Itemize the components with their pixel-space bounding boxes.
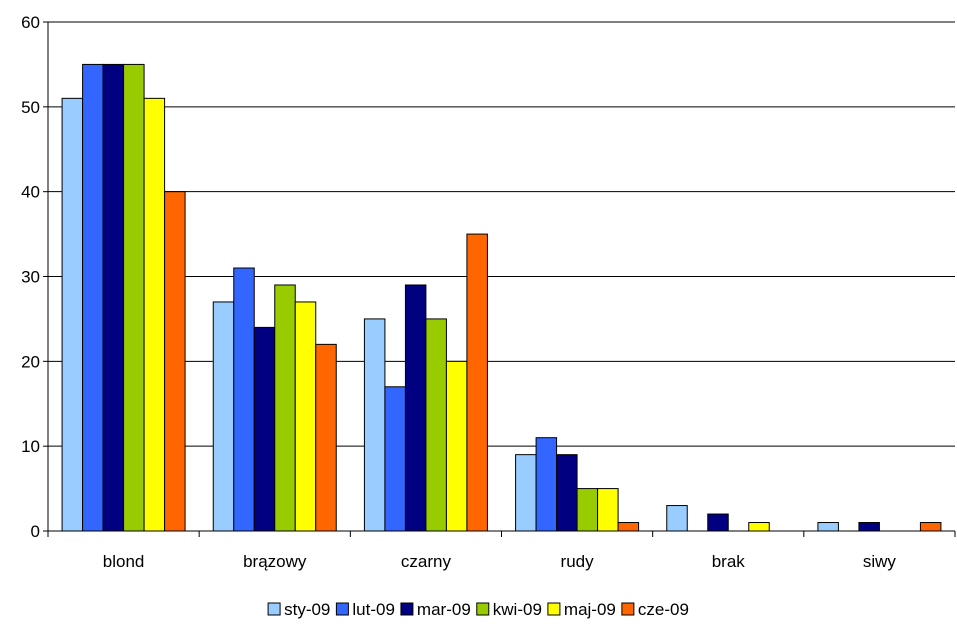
legend-label: sty-09: [284, 600, 330, 619]
legend-swatch-lut-09: [335, 602, 349, 616]
bar-sty-09-brązowy: [212, 301, 235, 532]
legend-swatch-sty-09: [267, 602, 281, 616]
legend-label: cze-09: [638, 600, 689, 619]
bar-maj-09-czarny: [445, 360, 468, 532]
bar-kwi-09-brązowy: [274, 284, 296, 532]
bar-maj-09-brak: [748, 522, 770, 532]
bar-sty-09-brak: [666, 505, 688, 532]
bar-mar-09-blond: [102, 63, 125, 532]
bar-kwi-09-rudy: [576, 488, 599, 532]
gridlines: [48, 21, 955, 447]
bar-cze-09-blond: [164, 191, 186, 532]
bars: [61, 63, 942, 532]
x-category-label: brak: [712, 552, 746, 571]
bar-sty-09-rudy: [515, 454, 537, 532]
bar-sty-09-czarny: [363, 318, 386, 532]
y-axis-ticks: 0 10 20 30 40 50 60: [21, 13, 48, 541]
bar-mar-09-brak: [707, 513, 729, 532]
legend-swatch-mar-09: [400, 602, 414, 616]
bar-kwi-09-blond: [123, 63, 145, 532]
x-category-label: blond: [103, 552, 145, 571]
x-category-label: czarny: [401, 552, 452, 571]
legend-label: kwi-09: [493, 600, 542, 619]
y-tick-label: 40: [21, 183, 40, 202]
y-tick-label: 60: [21, 13, 40, 32]
bar-lut-09-czarny: [384, 386, 406, 532]
bar-cze-09-brązowy: [315, 343, 337, 532]
bar-lut-09-brązowy: [233, 267, 255, 532]
legend-swatch-kwi-09: [476, 602, 490, 616]
x-category-label: siwy: [863, 552, 897, 571]
legend-swatch-maj-09: [547, 602, 561, 616]
bar-lut-09-rudy: [535, 437, 558, 532]
bar-maj-09-brązowy: [294, 301, 317, 532]
legend-label: maj-09: [564, 600, 616, 619]
y-tick-label: 50: [21, 98, 40, 117]
legend-label: mar-09: [417, 600, 471, 619]
y-tick-label: 0: [31, 522, 40, 541]
bar-kwi-09-czarny: [425, 318, 447, 532]
legend: sty-09 lut-09 mar-09 kwi-09 maj-09 cze-09: [267, 600, 689, 619]
y-tick-label: 10: [21, 437, 40, 456]
bar-maj-09-rudy: [597, 488, 619, 532]
bar-sty-09-blond: [61, 97, 84, 532]
x-category-label: brązowy: [243, 552, 307, 571]
bar-cze-09-rudy: [617, 522, 640, 532]
bar-mar-09-brązowy: [253, 326, 276, 532]
legend-swatch-cze-09: [621, 602, 635, 616]
bar-mar-09-siwy: [858, 522, 880, 532]
legend-label: lut-09: [352, 600, 395, 619]
bar-maj-09-blond: [143, 97, 166, 532]
x-axis-ticks: blond brązowy czarny rudy brak siwy: [47, 531, 956, 571]
y-tick-label: 30: [21, 268, 40, 287]
x-category-label: rudy: [561, 552, 595, 571]
bar-cze-09-siwy: [919, 522, 942, 532]
bar-lut-09-blond: [82, 63, 104, 532]
bar-mar-09-czarny: [404, 284, 427, 532]
bar-mar-09-rudy: [556, 454, 578, 532]
y-tick-label: 20: [21, 352, 40, 371]
bar-cze-09-czarny: [466, 233, 488, 532]
bar-sty-09-siwy: [817, 522, 839, 532]
